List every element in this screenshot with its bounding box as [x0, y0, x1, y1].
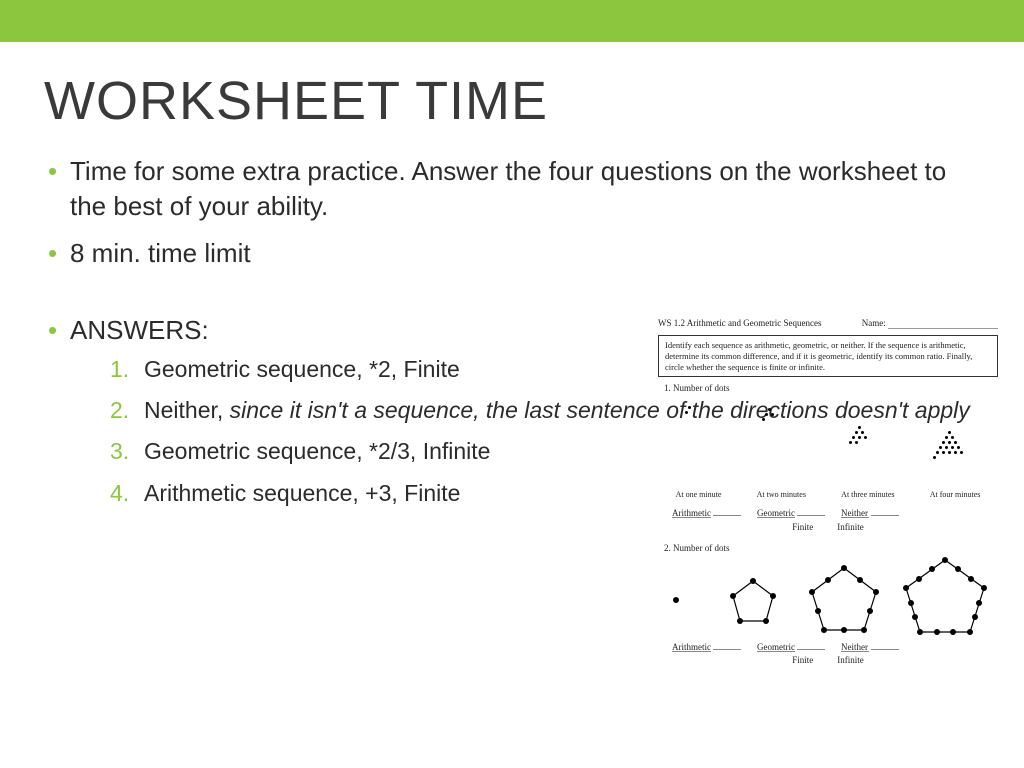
- slide-title: WORKSHEET TIME: [44, 70, 980, 132]
- worksheet-thumbnail: WS 1.2 Arithmetic and Geometric Sequence…: [658, 318, 998, 677]
- worksheet-finite-choice: Finite Infinite: [658, 522, 998, 533]
- worksheet-choices: Arithmetic Geometric Neither: [670, 506, 998, 519]
- worksheet-time-labels: At one minute At two minutes At three mi…: [658, 490, 998, 500]
- bullet-list: Time for some extra practice. Answer the…: [44, 154, 980, 271]
- bullet-item: 8 min. time limit: [44, 236, 980, 271]
- worksheet-header: WS 1.2 Arithmetic and Geometric Sequence…: [658, 318, 998, 329]
- answers-label: ANSWERS:: [70, 315, 209, 345]
- worksheet-polygon-patterns: [658, 556, 998, 636]
- worksheet-finite-choice-2: Finite Infinite: [658, 655, 998, 666]
- bullet-item: Time for some extra practice. Answer the…: [44, 154, 980, 224]
- worksheet-title: WS 1.2 Arithmetic and Geometric Sequence…: [658, 318, 821, 329]
- worksheet-choices-2: Arithmetic Geometric Neither: [670, 640, 998, 653]
- worksheet-q2: 2. Number of dots: [664, 543, 998, 554]
- worksheet-q1: 1. Number of dots: [664, 383, 998, 394]
- worksheet-dot-patterns: [658, 396, 998, 486]
- worksheet-name-field: Name:: [862, 318, 998, 329]
- accent-top-bar: [0, 0, 1024, 42]
- worksheet-directions: Identify each sequence as arithmetic, ge…: [658, 335, 998, 377]
